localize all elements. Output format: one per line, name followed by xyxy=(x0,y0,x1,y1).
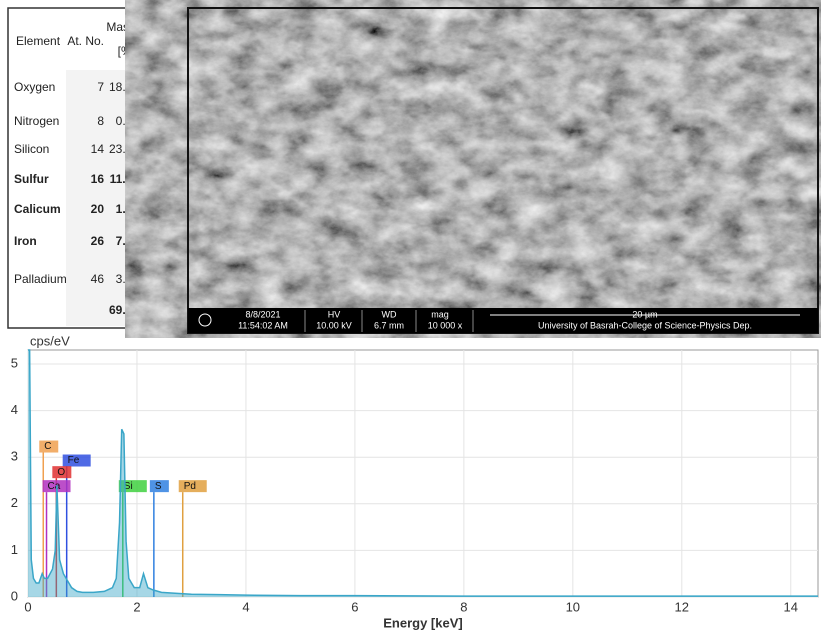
table-cell: 8 xyxy=(97,114,104,128)
sem-time: 11:54:02 AM xyxy=(238,320,288,330)
table-cell: 14 xyxy=(91,142,105,156)
plot-area xyxy=(28,350,818,597)
figure: Element At. No.Mass [%] Atom [%] Oxygen 7 18.86… xyxy=(0,0,821,632)
table-header: Atom xyxy=(147,20,175,34)
y-tick-label: 1 xyxy=(11,542,18,557)
y-tick-label: 3 xyxy=(11,449,18,464)
table-cell: 2.58 xyxy=(152,202,176,216)
y-tick-label: 2 xyxy=(11,495,18,510)
table-cell: 18.86 xyxy=(109,80,139,94)
x-tick-label: 4 xyxy=(242,599,249,614)
table-shade xyxy=(66,70,178,326)
sem-mag-label: mag xyxy=(431,309,449,319)
table-header: At. No. xyxy=(67,34,104,48)
x-tick-label: 8 xyxy=(460,599,467,614)
sem-wd: 6.7 mm xyxy=(374,320,404,330)
sem-hv-label: HV xyxy=(328,309,341,319)
sem-institution: University of Basrah-College of Science-… xyxy=(538,320,752,330)
sem-wd-label: WD xyxy=(382,309,397,319)
y-tick-label: 4 xyxy=(11,402,18,417)
element-label: O xyxy=(57,467,65,478)
table-header: Mass xyxy=(106,20,135,34)
table-cell: 1.42 xyxy=(152,272,176,286)
x-tick-label: 0 xyxy=(24,599,31,614)
table-cell: 26 xyxy=(91,234,105,248)
table-cell: 11.06 xyxy=(110,172,140,186)
sem-image xyxy=(188,8,818,308)
table-cell: 1.23 xyxy=(116,202,140,216)
x-tick-label: 6 xyxy=(351,599,358,614)
table-cell: 4.73 xyxy=(152,172,176,186)
table-total: 100.00 xyxy=(138,303,175,317)
table-cell: 0.00 xyxy=(116,114,140,128)
x-tick-label: 2 xyxy=(133,599,140,614)
table-cell: Oxygen xyxy=(14,80,55,94)
table-header: Element xyxy=(16,34,61,48)
y-axis-label: cps/eV xyxy=(30,333,70,348)
sem-mag: 10 000 x xyxy=(428,320,463,330)
table-cell: Calicum xyxy=(14,202,61,216)
x-axis-label: Energy [keV] xyxy=(383,615,462,630)
table-cell: Nitrogen xyxy=(14,114,59,128)
table-cell: 20 xyxy=(91,202,105,216)
element-label: Ca xyxy=(48,481,61,492)
table-cell: 7 xyxy=(97,80,104,94)
sem-scale: 20 µm xyxy=(632,309,657,319)
x-tick-label: 12 xyxy=(675,599,689,614)
table-header: [%] xyxy=(158,44,175,58)
table-cell: 46 xyxy=(91,272,105,286)
element-label: C xyxy=(44,441,51,452)
table-cell: 3.80 xyxy=(116,272,140,286)
y-tick-label: 0 xyxy=(11,588,18,603)
table-cell: 23.78 xyxy=(109,142,139,156)
table-cell: 3.38 xyxy=(152,234,176,248)
table-cell: 53.45 xyxy=(145,80,175,94)
table-cell: 16 xyxy=(91,172,105,186)
table-cell: 0.00 xyxy=(152,114,176,128)
table-cell: Sulfur xyxy=(14,172,49,186)
sem-date: 8/8/2021 xyxy=(245,309,280,319)
element-label: Fe xyxy=(68,455,80,466)
element-label: Pd xyxy=(184,481,196,492)
element-label: S xyxy=(155,481,162,492)
table-header: [%] xyxy=(118,44,135,58)
table-cell: Silicon xyxy=(14,142,49,156)
table-cell: 33.61 xyxy=(145,142,175,156)
x-tick-label: 10 xyxy=(566,599,580,614)
table-cell: 7.46 xyxy=(116,234,140,248)
x-tick-label: 14 xyxy=(784,599,798,614)
table-cell: Palladium xyxy=(14,272,67,286)
sem-hv: 10.00 kV xyxy=(316,320,352,330)
y-tick-label: 5 xyxy=(11,355,18,370)
table-cell: Iron xyxy=(14,234,37,248)
table-total: 69.96 xyxy=(109,303,139,317)
